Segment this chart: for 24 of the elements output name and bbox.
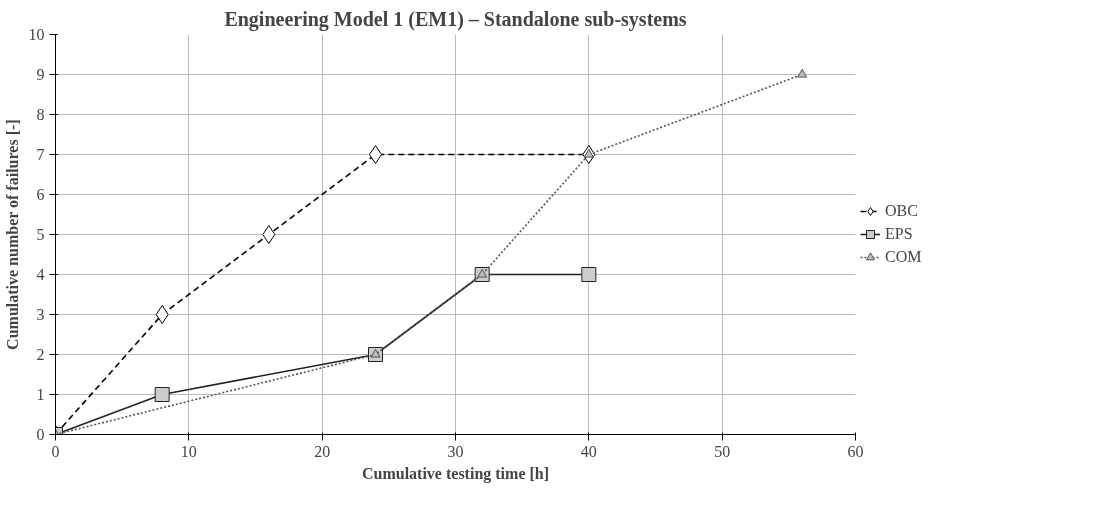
legend-label: COM bbox=[885, 248, 922, 266]
y-tick-label: 7 bbox=[36, 146, 45, 163]
legend-label: EPS bbox=[885, 225, 913, 243]
y-axis-title: Cumulative number of failures [-] bbox=[3, 119, 21, 350]
x-tick-label: 0 bbox=[51, 442, 60, 460]
y-tick-label: 2 bbox=[36, 346, 45, 363]
x-tick-label: 50 bbox=[714, 442, 731, 460]
x-tick-label: 10 bbox=[180, 442, 197, 460]
x-tick-label: 40 bbox=[580, 442, 597, 460]
chart-title: Engineering Model 1 (EM1) – Standalone sub-systems bbox=[224, 7, 687, 31]
y-tick-label: 5 bbox=[36, 226, 45, 243]
y-tick-label: 3 bbox=[36, 306, 45, 323]
y-tick-label: 0 bbox=[36, 426, 45, 443]
x-tick-label: 20 bbox=[314, 442, 331, 460]
x-tick-label: 60 bbox=[847, 442, 864, 460]
x-axis-title: Cumulative testing time [h] bbox=[361, 464, 550, 483]
y-tick-label: 6 bbox=[36, 186, 45, 203]
y-tick-label: 4 bbox=[36, 266, 45, 283]
y-tick-label: 9 bbox=[36, 66, 45, 83]
legend-label: OBC bbox=[885, 202, 918, 220]
y-tick-label: 1 bbox=[36, 386, 45, 403]
y-tick-label: 8 bbox=[36, 106, 45, 123]
y-tick-label: 10 bbox=[28, 26, 45, 43]
x-tick-label: 30 bbox=[447, 442, 464, 460]
